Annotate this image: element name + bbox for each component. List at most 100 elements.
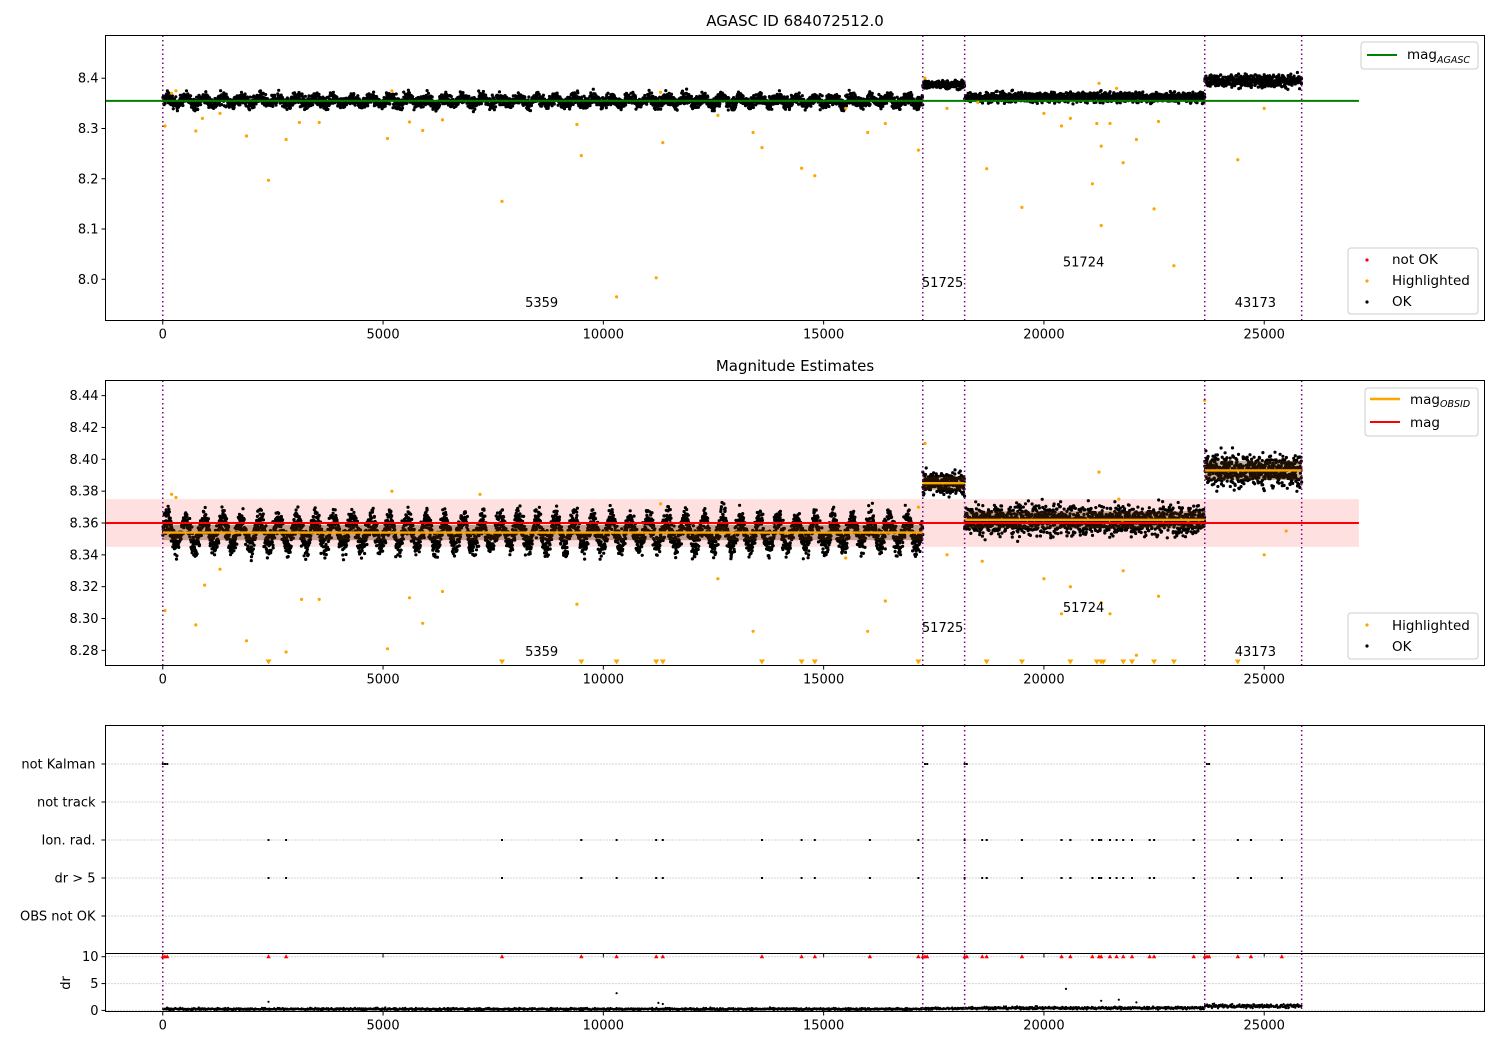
ok-point bbox=[664, 89, 668, 93]
ok-point bbox=[645, 102, 649, 106]
ok-point bbox=[837, 94, 842, 99]
ok-point bbox=[490, 93, 494, 97]
ok-point bbox=[783, 107, 788, 111]
ok-point bbox=[552, 102, 556, 106]
ok-point bbox=[273, 93, 277, 97]
ok-point bbox=[300, 92, 304, 96]
ok-point bbox=[375, 95, 379, 99]
ok-point bbox=[339, 97, 343, 101]
ok-point bbox=[396, 97, 400, 101]
ok-point bbox=[171, 107, 175, 111]
ok-point bbox=[726, 108, 730, 112]
ok-point bbox=[980, 101, 985, 105]
ok-point bbox=[288, 106, 292, 110]
ok-point bbox=[527, 95, 531, 99]
ok-point bbox=[706, 95, 710, 99]
ok-point bbox=[898, 107, 902, 111]
ok-point bbox=[568, 107, 572, 111]
ok-point bbox=[300, 94, 304, 98]
ok-point bbox=[1101, 101, 1105, 105]
ok-point bbox=[204, 90, 208, 94]
ok-point bbox=[827, 104, 831, 109]
ok-point bbox=[881, 104, 885, 108]
ok-point bbox=[224, 92, 228, 96]
ok-point bbox=[388, 102, 392, 106]
ok-point bbox=[343, 105, 347, 109]
ok-point bbox=[264, 92, 268, 97]
ok-point bbox=[199, 103, 203, 107]
ok-point bbox=[604, 106, 608, 110]
ok-point bbox=[818, 108, 822, 112]
ok-point bbox=[797, 91, 801, 95]
ok-point bbox=[286, 97, 290, 101]
ok-point bbox=[220, 103, 224, 107]
ok-point bbox=[669, 92, 674, 96]
ok-point bbox=[326, 107, 330, 111]
ok-point bbox=[633, 95, 638, 99]
ok-point bbox=[189, 94, 193, 98]
ok-point bbox=[751, 103, 755, 107]
ok-point bbox=[591, 87, 595, 91]
ok-point bbox=[372, 90, 376, 94]
ok-point bbox=[920, 95, 925, 99]
ok-point bbox=[352, 92, 356, 96]
ok-point bbox=[1108, 90, 1112, 94]
ok-point bbox=[659, 107, 663, 111]
ok-point bbox=[718, 102, 722, 106]
ok-point bbox=[528, 109, 533, 113]
ok-point bbox=[606, 91, 610, 95]
ok-point bbox=[184, 89, 189, 93]
ok-point bbox=[510, 104, 515, 108]
ok-point bbox=[425, 89, 429, 93]
ok-point bbox=[650, 91, 654, 95]
ok-point bbox=[675, 108, 679, 112]
ok-point bbox=[727, 96, 731, 100]
ok-point bbox=[751, 105, 756, 110]
ok-point bbox=[317, 92, 321, 96]
ok-point bbox=[523, 95, 527, 99]
ok-point bbox=[689, 94, 694, 99]
panel-1-title: AGASC ID 684072512.0 bbox=[706, 12, 884, 30]
ok-point bbox=[467, 94, 471, 98]
ok-point bbox=[353, 103, 357, 107]
ok-point bbox=[492, 108, 496, 112]
ok-point bbox=[685, 87, 689, 91]
ok-point bbox=[995, 89, 999, 93]
ok-point bbox=[254, 102, 258, 106]
ok-point bbox=[820, 94, 824, 98]
ok-point bbox=[170, 94, 174, 98]
ok-point bbox=[331, 90, 335, 94]
ok-point bbox=[576, 91, 580, 95]
ok-point bbox=[583, 96, 588, 100]
ok-point bbox=[239, 90, 244, 94]
ok-point bbox=[1141, 90, 1145, 94]
ok-point bbox=[348, 102, 352, 106]
ok-point bbox=[252, 105, 256, 109]
ok-point bbox=[1035, 101, 1039, 105]
ok-point bbox=[303, 94, 307, 98]
ok-point bbox=[653, 107, 658, 111]
ok-point bbox=[1099, 89, 1103, 93]
ok-point bbox=[978, 91, 982, 95]
ok-point bbox=[186, 92, 190, 96]
ok-point bbox=[910, 93, 914, 97]
ok-point bbox=[529, 103, 534, 108]
ok-point bbox=[411, 95, 415, 99]
ok-point bbox=[680, 89, 685, 93]
ok-point bbox=[307, 94, 311, 98]
ok-point bbox=[232, 105, 236, 109]
ok-point bbox=[868, 102, 872, 106]
ok-point bbox=[394, 92, 398, 96]
ok-point bbox=[291, 102, 295, 106]
ok-point bbox=[437, 103, 442, 107]
ok-point bbox=[383, 104, 387, 108]
ok-point bbox=[879, 94, 883, 98]
ok-point bbox=[712, 109, 716, 113]
ok-point bbox=[461, 91, 465, 95]
ok-point bbox=[311, 103, 315, 107]
ok-point bbox=[494, 105, 498, 109]
ok-point bbox=[1071, 102, 1075, 106]
ok-point bbox=[258, 89, 263, 93]
